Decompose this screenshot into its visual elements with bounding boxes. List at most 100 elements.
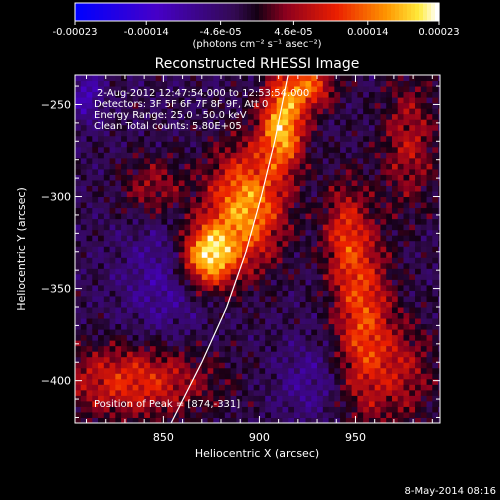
image-pixel [426,323,433,330]
image-pixel [247,185,255,192]
image-pixel [207,202,214,209]
image-pixel [288,163,295,170]
image-pixel [172,157,180,164]
image-pixel [253,389,260,396]
image-pixel [294,417,301,423]
image-pixel [374,318,381,325]
image-pixel [288,174,295,181]
image-pixel [230,97,237,104]
image-pixel [115,152,122,159]
image-pixel [305,318,312,325]
image-pixel [305,135,312,142]
image-pixel [109,152,116,159]
image-pixel [224,284,232,291]
image-pixel [92,179,99,186]
image-pixel [80,224,88,231]
image-pixel [322,224,330,231]
image-pixel [236,400,243,407]
image-pixel [184,191,191,198]
image-pixel [305,351,312,358]
image-pixel [288,395,295,402]
image-pixel [270,273,278,280]
image-pixel [236,307,243,314]
image-pixel [247,389,255,396]
image-pixel [368,202,376,209]
image-pixel [432,157,439,164]
image-pixel [219,179,226,186]
image-pixel [132,75,139,82]
image-pixel [126,334,134,341]
colorbar-cell [423,3,428,21]
image-pixel [299,152,307,159]
image-pixel [311,240,318,247]
image-pixel [351,284,358,291]
image-pixel [294,373,301,380]
image-pixel [276,240,283,247]
image-pixel [311,268,318,275]
image-pixel [438,152,440,159]
image-pixel [144,351,151,358]
image-pixel [207,152,214,159]
image-pixel [438,213,440,220]
image-pixel [374,273,381,280]
image-pixel [236,135,243,142]
image-pixel [438,351,440,358]
image-pixel [178,80,185,87]
image-pixel [207,389,214,396]
image-pixel [374,323,381,330]
image-pixel [282,97,289,104]
image-pixel [230,124,237,131]
image-pixel [75,417,82,423]
image-pixel [230,340,237,347]
image-pixel [253,367,260,374]
image-pixel [368,251,376,258]
image-pixel [247,168,255,175]
image-pixel [438,334,440,341]
image-pixel [167,179,174,186]
image-pixel [363,152,370,159]
image-pixel [253,257,260,264]
image-pixel [75,273,82,280]
image-pixel [115,224,122,231]
image-pixel [357,268,364,275]
image-pixel [409,86,416,93]
image-pixel [294,323,301,330]
image-pixel [328,312,335,319]
image-pixel [178,157,185,164]
image-pixel [351,345,358,352]
colorbar-cell [367,3,372,21]
image-pixel [363,163,370,170]
image-pixel [155,86,162,93]
image-pixel [351,378,358,385]
image-pixel [357,157,364,164]
image-pixel [397,290,404,297]
image-pixel [132,262,139,269]
image-pixel [334,417,341,423]
image-pixel [334,351,341,358]
image-pixel [276,168,283,175]
image-pixel [420,411,428,418]
image-pixel [403,284,410,291]
image-pixel [190,395,197,402]
image-pixel [138,185,145,192]
image-pixel [155,356,162,363]
image-pixel [420,213,428,220]
image-pixel [98,262,105,269]
image-pixel [178,179,185,186]
image-pixel [80,130,88,137]
image-pixel [270,279,278,286]
image-pixel [270,235,278,242]
image-pixel [230,196,237,203]
image-pixel [317,108,324,115]
image-pixel [317,262,324,269]
image-pixel [322,157,330,164]
image-pixel [98,257,105,264]
image-pixel [403,202,410,209]
image-pixel [115,130,122,137]
image-pixel [299,340,307,347]
image-pixel [374,295,381,302]
image-pixel [115,124,122,131]
image-pixel [386,135,393,142]
image-pixel [121,345,128,352]
image-pixel [236,185,243,192]
